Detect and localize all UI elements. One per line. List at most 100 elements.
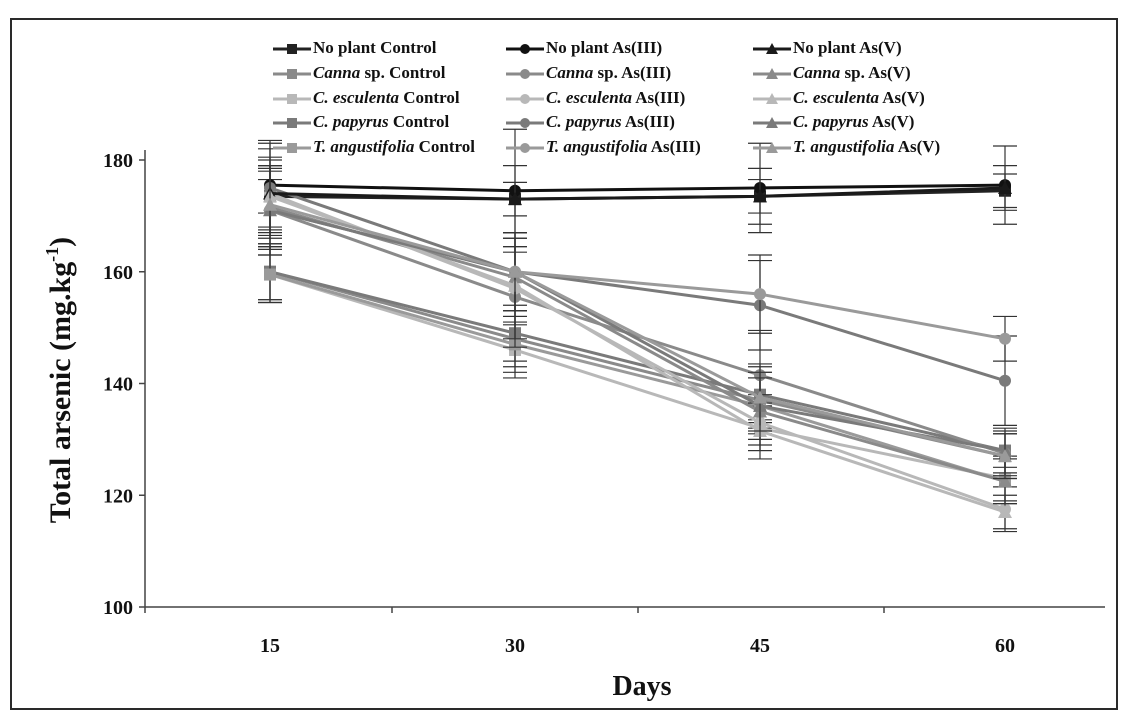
chart-frame xyxy=(10,18,1118,710)
legend-item: C. papyrus As(V) xyxy=(753,112,914,131)
data-point xyxy=(264,268,276,281)
legend-label-text: As(V) xyxy=(894,137,940,156)
legend-item: C. esculenta Control xyxy=(273,88,460,107)
legend-label-text: No plant As(III) xyxy=(546,38,662,57)
series-line xyxy=(269,273,1006,483)
axes: 100 120 140 160 180 15 30 45 60 xyxy=(103,150,1105,657)
data-point xyxy=(287,94,297,104)
data-point xyxy=(998,180,1012,194)
data-point xyxy=(508,192,522,206)
legend-label-italic: C. papyrus xyxy=(793,112,869,131)
legend-item: No plant As(III) xyxy=(506,38,662,57)
data-point xyxy=(999,374,1011,387)
legend-label: C. esculenta Control xyxy=(313,88,460,107)
x-axis-title: Days xyxy=(612,671,671,702)
series-line xyxy=(269,186,1006,201)
series xyxy=(258,243,1017,480)
legend-label: Canna sp. Control xyxy=(313,63,446,82)
series-line xyxy=(269,208,1006,455)
legend-item: T. angustifolia As(III) xyxy=(506,137,701,156)
legend-label-text: No plant Control xyxy=(313,38,437,57)
data-point xyxy=(999,332,1011,345)
legend-item: T. angustifolia Control xyxy=(273,137,475,156)
legend-label-text: sp. As(III) xyxy=(593,63,671,82)
series xyxy=(258,159,1017,234)
legend-item: T. angustifolia As(V) xyxy=(753,137,940,156)
data-point xyxy=(287,44,297,54)
x-tick-label: 45 xyxy=(750,635,770,657)
legend-label-italic: T. angustifolia xyxy=(793,137,895,156)
legend-item: Canna sp. As(V) xyxy=(753,63,911,82)
legend-label-text: sp. As(V) xyxy=(840,63,910,82)
legend-label-text: Control xyxy=(399,88,460,107)
legend-label: No plant As(III) xyxy=(546,38,662,57)
data-point xyxy=(998,474,1012,488)
legend-label-italic: C. esculenta xyxy=(546,88,632,107)
y-tick-label: 120 xyxy=(103,485,133,507)
legend-label: T. angustifolia As(V) xyxy=(793,137,940,156)
legend-label-text: Control xyxy=(414,137,475,156)
data-point xyxy=(287,118,297,128)
data-point xyxy=(287,69,297,79)
y-tick-label: 140 xyxy=(103,374,133,396)
legend-label-text: As(III) xyxy=(622,112,675,131)
data-point xyxy=(766,43,778,54)
data-point xyxy=(287,143,297,153)
series-line xyxy=(269,186,1006,383)
legend-label-italic: C. papyrus xyxy=(313,112,389,131)
legend-label: C. esculenta As(III) xyxy=(546,88,685,107)
legend-item: No plant Control xyxy=(273,38,437,57)
legend-label-italic: T. angustifolia xyxy=(546,137,648,156)
data-point xyxy=(766,117,778,128)
legend-item: C. esculenta As(V) xyxy=(753,88,925,107)
data-point xyxy=(520,143,530,153)
data-point xyxy=(520,118,530,128)
series-line xyxy=(269,203,1006,458)
legend-label: T. angustifolia As(III) xyxy=(546,137,701,156)
legend-item: C. papyrus Control xyxy=(273,112,449,131)
legend-label-text: sp. Control xyxy=(360,63,445,82)
data-point xyxy=(754,288,766,301)
y-axis-title-close: ) xyxy=(44,237,77,247)
legend-item: No plant As(V) xyxy=(753,38,902,57)
data-point xyxy=(508,264,522,278)
series-group xyxy=(258,128,1017,533)
y-axis-title-main: Total arsenic (mg.kg xyxy=(44,262,77,523)
legend-label: C. esculenta As(V) xyxy=(793,88,925,107)
legend-label-italic: Canna xyxy=(546,63,594,82)
legend-label: Canna sp. As(III) xyxy=(546,63,671,82)
legend-label-text: As(V) xyxy=(869,112,915,131)
x-tick-label: 30 xyxy=(505,635,525,657)
data-point xyxy=(766,142,778,153)
legend-label-italic: C. papyrus xyxy=(546,112,622,131)
y-axis-title: Total arsenic (mg.kg-1) xyxy=(42,237,77,523)
series-line xyxy=(269,208,1006,453)
legend-item: C. papyrus As(III) xyxy=(506,112,675,131)
series-line xyxy=(269,208,1006,341)
legend-label: T. angustifolia Control xyxy=(313,137,475,156)
legend-label: Canna sp. As(V) xyxy=(793,63,911,82)
legend-label-italic: Canna xyxy=(313,63,361,82)
legend-label-text: No plant As(V) xyxy=(793,38,902,57)
legend-label: C. papyrus As(V) xyxy=(793,112,914,131)
series-line xyxy=(269,273,1006,480)
data-point xyxy=(998,505,1012,519)
series-line xyxy=(269,270,1006,453)
data-point xyxy=(263,197,277,211)
series xyxy=(258,164,1017,480)
legend-label: C. papyrus As(III) xyxy=(546,112,675,131)
data-point xyxy=(520,44,530,54)
legend-label-text: As(V) xyxy=(879,88,925,107)
legend-label: C. papyrus Control xyxy=(313,112,449,131)
legend-label: No plant Control xyxy=(313,38,437,57)
series-line xyxy=(269,192,1006,511)
legend-item: Canna sp. As(III) xyxy=(506,63,671,82)
legend-item: Canna sp. Control xyxy=(273,63,446,82)
y-tick-label: 180 xyxy=(103,150,133,172)
legend-label-text: Control xyxy=(389,112,450,131)
series xyxy=(258,246,1017,505)
data-point xyxy=(753,390,767,404)
y-axis-title-sup: -1 xyxy=(42,247,62,262)
data-point xyxy=(998,449,1012,463)
